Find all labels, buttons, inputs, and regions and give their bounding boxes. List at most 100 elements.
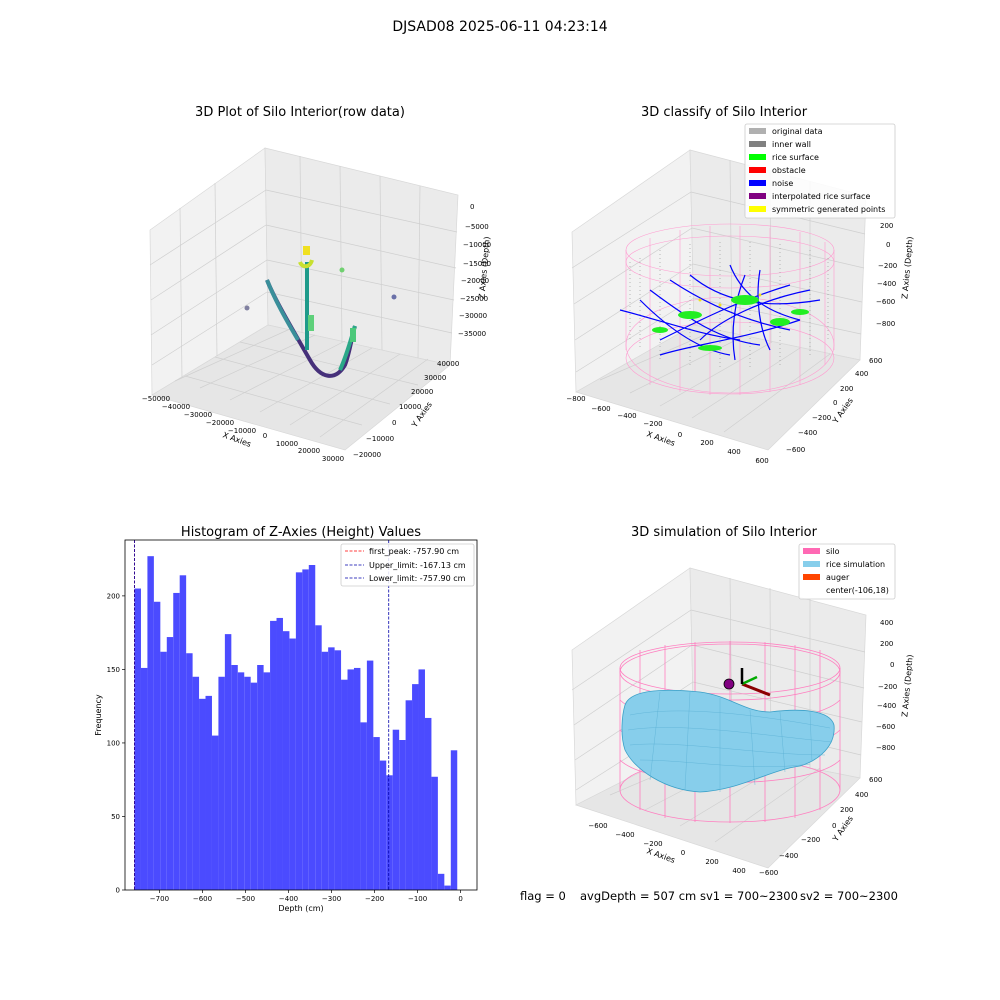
- sim-z-tick-0: 400: [880, 619, 893, 627]
- hist-bar: [153, 601, 161, 890]
- sim-y-tick-4: 200: [840, 806, 853, 814]
- classify-y-tick-1: −400: [798, 429, 817, 437]
- classify-x-tick-4: 0: [678, 431, 682, 439]
- classify-legend: original data inner wall rice surface ob…: [744, 123, 896, 219]
- hist-bar: [231, 665, 238, 890]
- sim-auger-red: [741, 682, 771, 697]
- sim-z-tick-3: −200: [878, 683, 897, 691]
- hist-x-tick-label: −600: [193, 895, 212, 903]
- sim-z-label: Z Axies (Depth): [900, 654, 914, 717]
- hist-axes-frame: [124, 539, 478, 891]
- hist-bar: [237, 672, 245, 890]
- classify-x-tick-0: −800: [566, 395, 585, 403]
- hist-bar: [353, 667, 361, 890]
- sim-x-label: X Axies: [645, 846, 676, 865]
- classify-x-tick-3: −200: [643, 420, 662, 428]
- hist-bar: [218, 676, 225, 890]
- sim-z-tick-2: 0: [890, 661, 894, 669]
- hist-bar: [379, 760, 387, 890]
- classify-floor-pane: [575, 324, 861, 451]
- hist-bar: [250, 682, 258, 890]
- raw-x-tick-5: 0: [263, 432, 267, 440]
- sim-x-tick-2: −200: [643, 840, 662, 848]
- hist-bar: [328, 647, 335, 890]
- classify-z-tick-2: −200: [878, 262, 897, 270]
- hist-bar: [321, 651, 329, 890]
- hist-y-tick-label: 100: [107, 739, 120, 747]
- legend-label-inner-wall: inner wall: [772, 140, 811, 149]
- raw-x-tick-0: −50000: [142, 395, 170, 403]
- sim-legend-label-auger: auger: [826, 573, 850, 582]
- hist-bar: [392, 729, 400, 890]
- hist-bar: [347, 669, 354, 890]
- classify-y-tick-6: 600: [869, 357, 882, 365]
- raw-y-tick-4: 20000: [411, 388, 433, 396]
- classify-x-label: X Axies: [645, 429, 676, 448]
- hist-y-tick-label: 150: [107, 666, 120, 674]
- hist-x-tick-label: −400: [279, 895, 298, 903]
- raw-z-ticks: 0 −5000 −10000 −15000 −20000 −25000 −300…: [458, 203, 491, 338]
- hist-bar: [192, 676, 200, 890]
- raw-y-tick-2: 0: [392, 419, 396, 427]
- hist-bar: [205, 695, 212, 890]
- sim-y-tick-3: 0: [832, 822, 836, 830]
- hist-bar: [412, 684, 419, 890]
- raw-point-c: [244, 305, 250, 311]
- hist-bar: [450, 750, 458, 890]
- hist-bar: [366, 660, 374, 890]
- panel-simulation-3d: 3D simulation of Silo Interior: [571, 525, 915, 877]
- sim-auger-green: [741, 675, 758, 686]
- classify-y-tick-5: 400: [855, 370, 868, 378]
- hist-x-tick-label: 0: [458, 895, 462, 903]
- panel-raw-3d: 3D Plot of Silo Interior(row data): [142, 105, 492, 463]
- hist-legend-first-peak: first_peak: -757.90 cm: [369, 547, 459, 556]
- classify-z-tick-1: 0: [886, 241, 890, 249]
- sim-x-tick-4: 200: [705, 858, 718, 866]
- sim-z-tick-1: 200: [880, 640, 893, 648]
- raw-z-tick-6: −30000: [459, 312, 487, 320]
- sim-center-marker: [723, 678, 735, 690]
- hist-bar: [444, 885, 451, 890]
- raw-y-tick-5: 30000: [424, 374, 446, 382]
- sim-y-tick-2: −200: [801, 836, 820, 844]
- legend-label-original: original data: [772, 127, 823, 136]
- classify-rice-points: [652, 295, 809, 351]
- sim-legend-label-rice: rice simulation: [826, 560, 885, 569]
- raw-x-tick-8: 30000: [322, 455, 344, 463]
- raw-x-tick-3: −20000: [206, 419, 234, 427]
- hist-legend: first_peak: -757.90 cm Upper_limit: -167…: [340, 543, 475, 587]
- raw-z-tick-0: 0: [470, 203, 474, 211]
- raw-x-tick-4: −10000: [228, 427, 256, 435]
- footer-avg-depth: avgDepth = 507 cm: [580, 889, 696, 903]
- hist-y-tick-label: 200: [107, 592, 120, 600]
- sim-x-ticks: −600 −400 −200 0 200 400: [588, 822, 745, 875]
- legend-swatch-noise: [749, 180, 766, 186]
- legend-swatch-interpolated: [749, 193, 766, 199]
- hist-bar: [276, 617, 283, 890]
- hist-bar: [257, 665, 264, 890]
- raw-z-tick-5: −25000: [460, 295, 488, 303]
- classify-yellow-points: [698, 293, 762, 307]
- sim-legend: silo rice simulation auger center(-106,1…: [798, 543, 896, 600]
- raw-x-tick-1: −40000: [162, 403, 190, 411]
- sim-y-ticks: −600 −400 −200 0 200 400 600: [759, 776, 882, 877]
- sim-z-ticks: 400 200 0 −200 −400 −600 −800: [876, 619, 897, 752]
- classify-z-label: Z Axies (Depth): [900, 236, 914, 299]
- raw-z-tick-3: −15000: [463, 260, 491, 268]
- legend-label-rice: rice surface: [772, 153, 819, 162]
- sim-z-tick-6: −800: [876, 744, 895, 752]
- panel-histogram: Histogram of Z-Axies (Height) Values −70…: [94, 525, 478, 913]
- footer-status: flag = 0 avgDepth = 507 cm sv1 = 700~230…: [520, 889, 898, 903]
- sim-legend-label-silo: silo: [826, 547, 840, 556]
- hist-bar: [134, 588, 141, 890]
- figure-suptitle: DJSAD08 2025-06-11 04:23:14: [392, 19, 607, 35]
- legend-swatch-symmetric: [749, 206, 766, 212]
- legend-label-noise: noise: [772, 179, 793, 188]
- sim-auger: [723, 668, 771, 697]
- raw-y-tick-6: 40000: [437, 360, 459, 368]
- legend-label-symmetric: symmetric generated points: [772, 205, 885, 214]
- raw-y-tick-0: −20000: [353, 451, 381, 459]
- sim-legend-frame: [798, 543, 896, 600]
- classify-y-tick-2: −200: [812, 414, 831, 422]
